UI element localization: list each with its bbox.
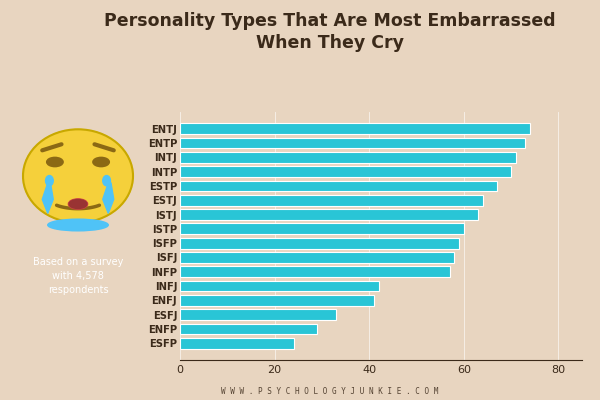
Bar xyxy=(180,166,511,177)
Ellipse shape xyxy=(48,219,108,231)
Ellipse shape xyxy=(46,176,53,186)
Bar xyxy=(180,180,497,191)
Bar xyxy=(180,309,336,320)
Polygon shape xyxy=(103,183,114,213)
Bar xyxy=(180,324,317,334)
Polygon shape xyxy=(42,183,53,213)
Bar xyxy=(180,123,530,134)
Bar xyxy=(180,295,374,306)
Text: Personality Types That Are Most Embarrassed
When They Cry: Personality Types That Are Most Embarras… xyxy=(104,12,556,52)
Bar xyxy=(180,252,454,263)
Bar xyxy=(180,224,464,234)
Circle shape xyxy=(23,129,133,223)
Bar xyxy=(180,209,478,220)
Bar xyxy=(180,338,293,349)
Bar xyxy=(180,195,482,206)
Text: Based on a survey
with 4,578
respondents: Based on a survey with 4,578 respondents xyxy=(33,257,123,295)
Ellipse shape xyxy=(103,176,110,186)
Ellipse shape xyxy=(69,200,87,208)
Ellipse shape xyxy=(68,199,88,209)
Text: W W W . P S Y C H O L O G Y J U N K I E . C O M: W W W . P S Y C H O L O G Y J U N K I E … xyxy=(221,387,439,396)
Ellipse shape xyxy=(47,157,63,167)
Bar xyxy=(180,266,449,277)
Bar xyxy=(180,152,516,163)
Bar xyxy=(180,281,379,292)
Ellipse shape xyxy=(93,157,109,167)
Bar xyxy=(180,238,459,248)
Bar xyxy=(180,138,525,148)
